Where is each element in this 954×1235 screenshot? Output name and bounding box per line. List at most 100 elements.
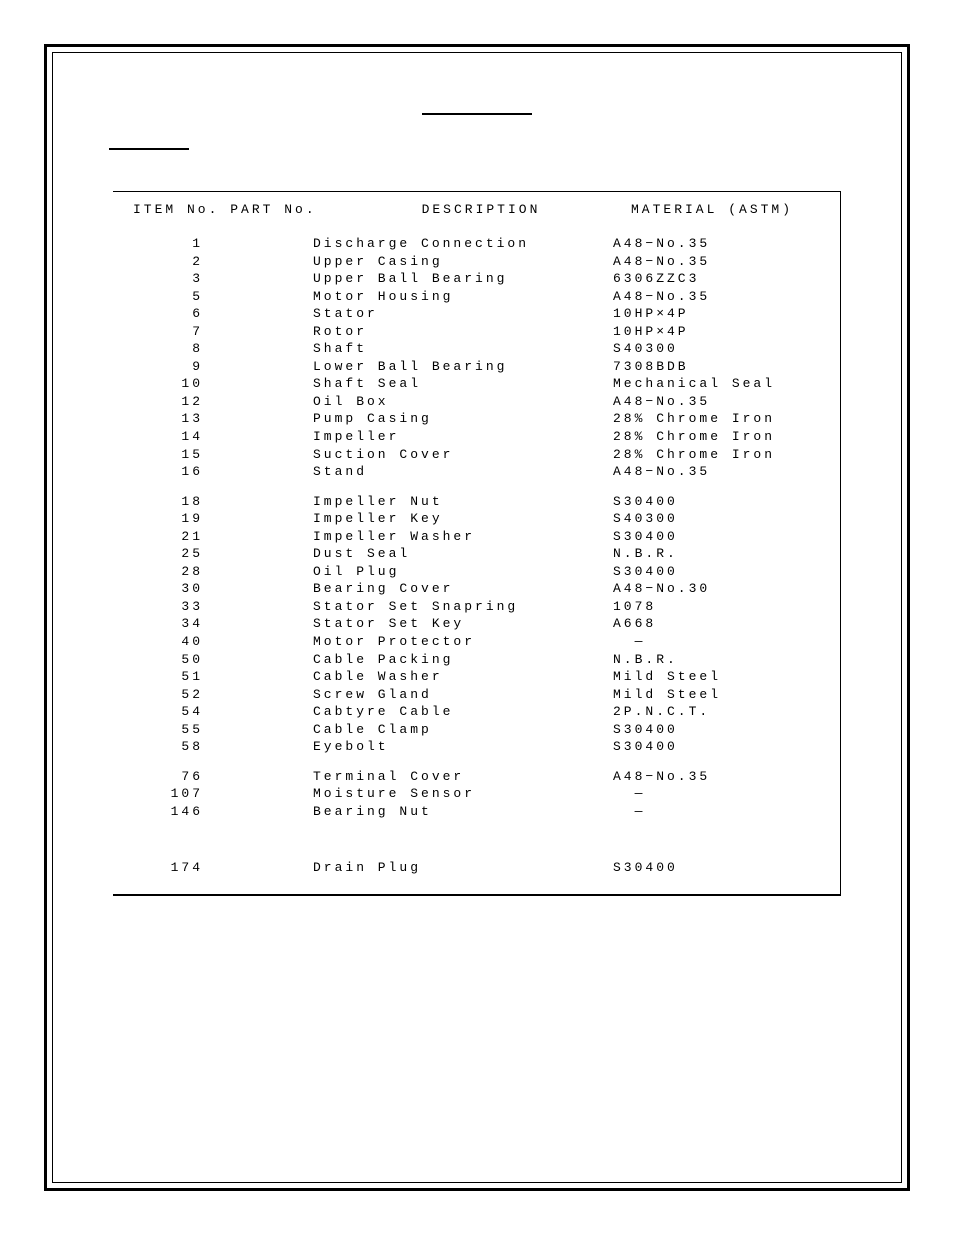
cell-part xyxy=(221,253,313,271)
header-item-part: ITEM No. PART No. xyxy=(133,202,331,217)
cell-item: 2 xyxy=(133,253,221,271)
cell-part xyxy=(221,493,313,511)
cell-material: A48−No.35 xyxy=(613,768,820,786)
table-row: 40Motor Protector — xyxy=(133,633,820,651)
cell-part xyxy=(221,686,313,704)
table-row: 18 Impeller NutS30400 xyxy=(133,493,820,511)
cell-part xyxy=(221,633,313,651)
cell-description: Impeller xyxy=(313,428,613,446)
cell-material: S30400 xyxy=(613,563,820,581)
cell-item: 18 xyxy=(133,493,221,511)
cell-description: Stator Set Snapring xyxy=(313,598,613,616)
cell-description: Impeller Nut xyxy=(313,493,613,511)
cell-material: A48−No.35 xyxy=(613,235,820,253)
cell-description: Stator Set Key xyxy=(313,615,613,633)
table-row: 146 Bearing Nut — xyxy=(133,803,820,821)
cell-description: Upper Ball Bearing xyxy=(313,270,613,288)
cell-part xyxy=(221,510,313,528)
cell-description: Cabtyre Cable xyxy=(313,703,613,721)
cell-material: A48−No.35 xyxy=(613,393,820,411)
group-gap xyxy=(133,821,820,859)
table-row: 5 Motor HousingA48−No.35 xyxy=(133,288,820,306)
cell-item: 76 xyxy=(133,768,221,786)
table-row: 12Oil BoxA48−No.35 xyxy=(133,393,820,411)
cell-item: 10 xyxy=(133,375,221,393)
cell-material: 2P.N.C.T. xyxy=(613,703,820,721)
cell-description: Cable Packing xyxy=(313,651,613,669)
cell-material: 6306ZZC3 xyxy=(613,270,820,288)
cell-part xyxy=(221,598,313,616)
cell-item: 1 xyxy=(133,235,221,253)
header-description: DESCRIPTION xyxy=(331,202,631,217)
cell-material: S40300 xyxy=(613,510,820,528)
cell-item: 58 xyxy=(133,738,221,756)
cell-description: Oil Plug xyxy=(313,563,613,581)
cell-description: Drain Plug xyxy=(313,859,613,877)
cell-item: 12 xyxy=(133,393,221,411)
rule-left xyxy=(109,148,189,150)
cell-item: 54 xyxy=(133,703,221,721)
table-row: 2Upper CasingA48−No.35 xyxy=(133,253,820,271)
table-row: 1Discharge ConnectionA48−No.35 xyxy=(133,235,820,253)
rule-center xyxy=(422,113,532,115)
cell-description: Rotor xyxy=(313,323,613,341)
cell-part xyxy=(221,563,313,581)
cell-material: Mechanical Seal xyxy=(613,375,820,393)
cell-item: 52 xyxy=(133,686,221,704)
table-row: 174Drain PlugS30400 xyxy=(133,859,820,877)
cell-description: Dust Seal xyxy=(313,545,613,563)
cell-item: 146 xyxy=(133,803,221,821)
table-row: 19 Impeller KeyS40300 xyxy=(133,510,820,528)
cell-material: Mild Steel xyxy=(613,668,820,686)
frame-outer: ITEM No. PART No. DESCRIPTION MATERIAL (… xyxy=(44,44,910,1191)
cell-part xyxy=(221,428,313,446)
cell-description: Bearing Nut xyxy=(313,803,613,821)
cell-item: 50 xyxy=(133,651,221,669)
cell-description: Stand xyxy=(313,463,613,481)
header-material: MATERIAL (ASTM) xyxy=(631,202,820,217)
cell-item: 19 xyxy=(133,510,221,528)
table-row: 58EyeboltS30400 xyxy=(133,738,820,756)
cell-part xyxy=(221,668,313,686)
cell-item: 5 xyxy=(133,288,221,306)
table-row: 51Cable WasherMild Steel xyxy=(133,668,820,686)
table-row: 54 Cabtyre Cable2P.N.C.T. xyxy=(133,703,820,721)
cell-description: Pump Casing xyxy=(313,410,613,428)
cell-material: A48−No.35 xyxy=(613,288,820,306)
cell-part xyxy=(221,288,313,306)
cell-item: 107 xyxy=(133,785,221,803)
cell-part xyxy=(221,545,313,563)
cell-item: 7 xyxy=(133,323,221,341)
table-row: 3Upper Ball Bearing6306ZZC3 xyxy=(133,270,820,288)
cell-material: S30400 xyxy=(613,738,820,756)
cell-material: 28% Chrome Iron xyxy=(613,428,820,446)
group-gap xyxy=(133,481,820,493)
cell-item: 6 xyxy=(133,305,221,323)
cell-description: Impeller Key xyxy=(313,510,613,528)
cell-material: N.B.R. xyxy=(613,651,820,669)
cell-item: 15 xyxy=(133,446,221,464)
cell-material: S30400 xyxy=(613,493,820,511)
cell-item: 16 xyxy=(133,463,221,481)
cell-part xyxy=(221,235,313,253)
table-row: 7 Rotor10HP×4P xyxy=(133,323,820,341)
cell-part xyxy=(221,721,313,739)
table-row: 9Lower Ball Bearing7308BDB xyxy=(133,358,820,376)
cell-description: Motor Housing xyxy=(313,288,613,306)
table-header-row: ITEM No. PART No. DESCRIPTION MATERIAL (… xyxy=(133,202,820,217)
cell-material: 10HP×4P xyxy=(613,323,820,341)
cell-part xyxy=(221,803,313,821)
parts-table: ITEM No. PART No. DESCRIPTION MATERIAL (… xyxy=(113,191,841,896)
table-row: 30Bearing CoverA48−No.30 xyxy=(133,580,820,598)
cell-item: 34 xyxy=(133,615,221,633)
cell-description: Screw Gland xyxy=(313,686,613,704)
table-row: 13Pump Casing28% Chrome Iron xyxy=(133,410,820,428)
cell-material: 28% Chrome Iron xyxy=(613,410,820,428)
cell-material: — xyxy=(613,803,820,821)
table-row: 6Stator10HP×4P xyxy=(133,305,820,323)
cell-item: 28 xyxy=(133,563,221,581)
cell-description: Stator xyxy=(313,305,613,323)
cell-part xyxy=(221,358,313,376)
cell-item: 51 xyxy=(133,668,221,686)
cell-material: A668 xyxy=(613,615,820,633)
